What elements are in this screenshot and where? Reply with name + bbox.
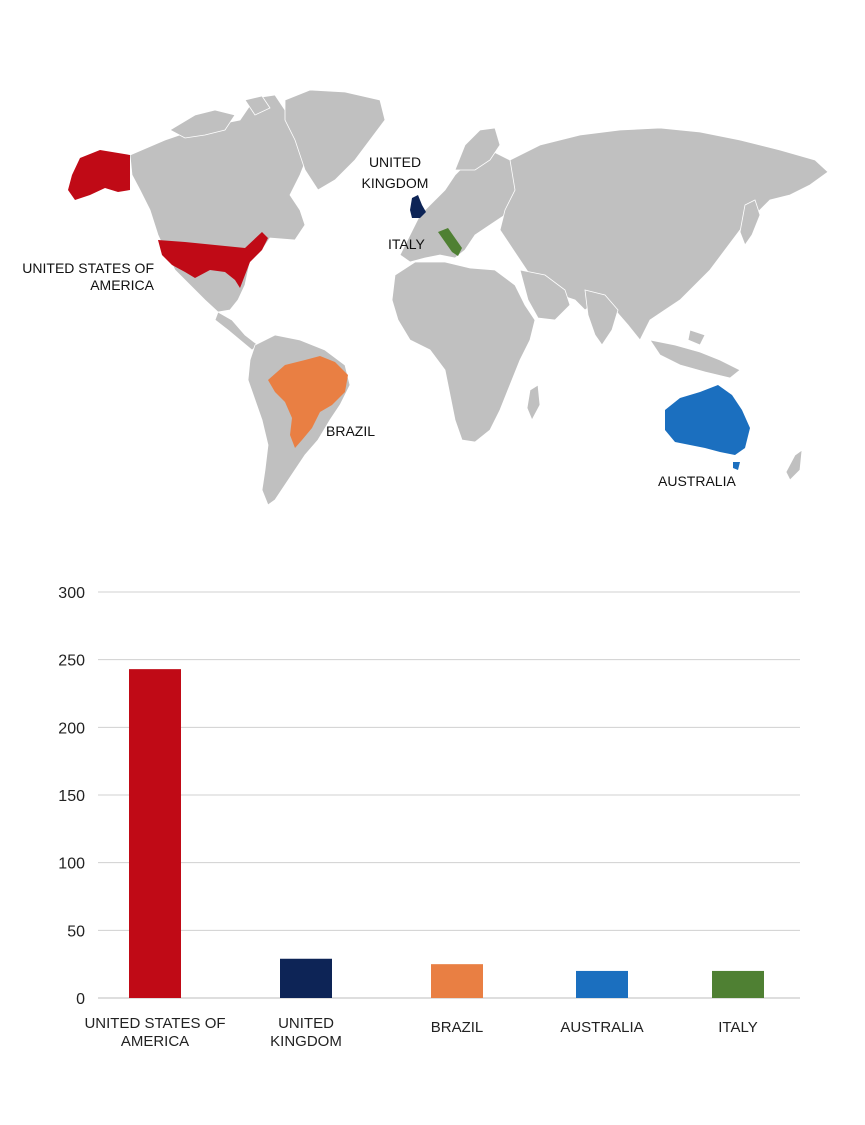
brazil-shape — [268, 356, 348, 448]
bar — [129, 669, 181, 998]
tasmania-shape — [733, 462, 740, 470]
scandinavia-landmass — [454, 127, 501, 171]
y-tick-label: 150 — [58, 788, 85, 805]
india-landmass — [584, 289, 619, 346]
x-category-label: AUSTRALIA — [560, 1019, 643, 1036]
uk-shape — [410, 195, 426, 218]
highlighted-countries — [68, 150, 750, 470]
y-tick-label: 200 — [58, 720, 85, 737]
usa-label-line1: UNITED STATES OF — [22, 260, 154, 276]
italy-shape — [438, 228, 462, 256]
x-category-label: UNITED — [278, 1015, 334, 1032]
y-tick-label: 250 — [58, 653, 85, 670]
bar — [712, 970, 764, 998]
bar — [280, 958, 332, 998]
alaska-shape — [68, 150, 130, 200]
greenland-landmass — [284, 89, 386, 191]
x-category-label: AMERICA — [121, 1033, 189, 1050]
world-map: UNITED STATES OF AMERICA UNITED KINGDOM … — [22, 89, 829, 506]
y-tick-label: 0 — [76, 991, 85, 1008]
x-category-label: KINGDOM — [270, 1033, 342, 1050]
australia-label: AUSTRALIA — [658, 473, 736, 489]
madagascar-landmass — [526, 384, 541, 421]
uk-label-line1: UNITED — [369, 154, 421, 170]
arctic-islands — [169, 95, 271, 139]
bars — [129, 669, 764, 998]
new-zealand-landmass — [785, 449, 803, 481]
grid-lines — [98, 591, 800, 999]
x-category-label: ITALY — [718, 1019, 757, 1036]
africa-landmass — [391, 261, 536, 443]
australia-shape — [665, 385, 750, 455]
central-america-landmass — [214, 311, 259, 351]
x-category-label: UNITED STATES OF — [84, 1015, 225, 1032]
bar — [431, 964, 483, 998]
y-tick-label: 50 — [67, 923, 85, 940]
uk-label-line2: KINGDOM — [362, 175, 429, 191]
x-category-label: BRAZIL — [431, 1019, 484, 1036]
y-axis-ticks: 0 50 100 150 200 250 300 — [58, 585, 85, 1008]
arabia-landmass — [519, 269, 571, 321]
y-tick-label: 100 — [58, 856, 85, 873]
southeast-asia-islands — [649, 329, 741, 379]
map-labels: UNITED STATES OF AMERICA UNITED KINGDOM … — [22, 154, 736, 489]
y-tick-label: 300 — [58, 585, 85, 602]
usa-shape — [158, 232, 268, 288]
bar-chart: 0 50 100 150 200 250 300 UNITED STATES OFAMERI… — [58, 585, 800, 1050]
usa-label-line2: AMERICA — [90, 277, 154, 293]
bar — [576, 970, 628, 998]
japan-landmass — [739, 199, 761, 246]
brazil-label: BRAZIL — [326, 423, 375, 439]
italy-label: ITALY — [388, 236, 425, 252]
